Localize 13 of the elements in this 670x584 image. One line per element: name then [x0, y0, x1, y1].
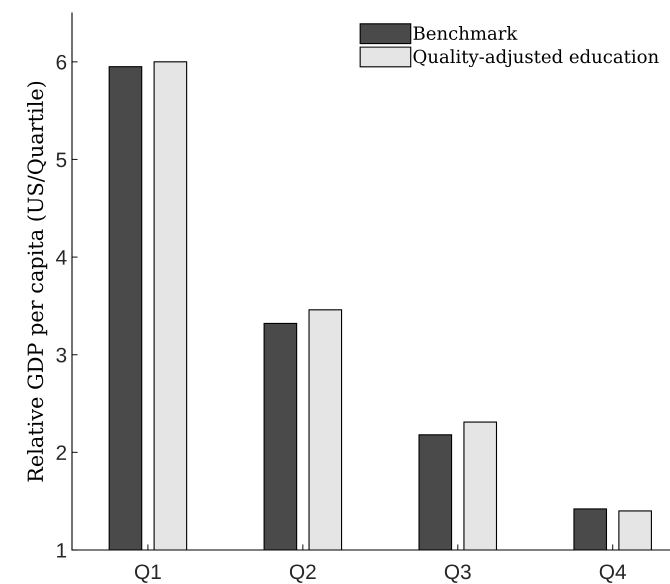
y-tick-label: 2: [56, 445, 66, 460]
legend-label: Benchmark: [414, 26, 518, 40]
y-axis-title: Relative GDP per capita (US/Quartile): [27, 82, 48, 482]
legend-label: Quality-adjusted education: [414, 49, 659, 68]
y-tick-label: 3: [56, 348, 66, 362]
x-tick-label: Q2: [290, 564, 316, 583]
y-tick-label: 5: [56, 152, 66, 168]
x-tick-label: Q3: [444, 564, 471, 583]
x-tick-label: Q1: [135, 564, 161, 583]
y-tick-label: 6: [56, 54, 66, 70]
y-tick-label: 1: [57, 543, 66, 558]
y-tick-label: 4: [56, 250, 67, 265]
x-tick-label: Q4: [600, 564, 626, 583]
